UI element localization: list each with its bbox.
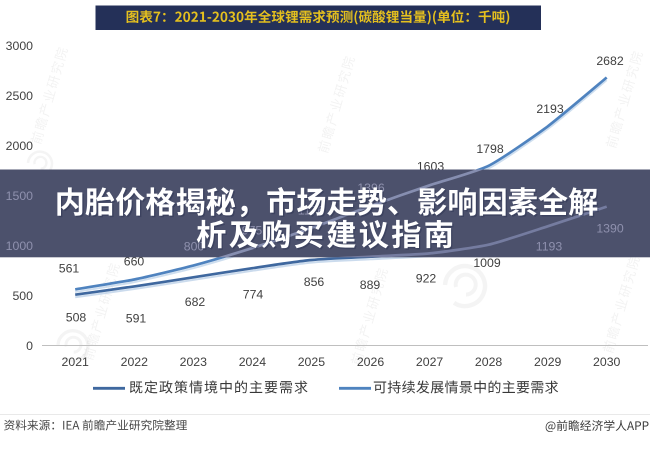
svg-text:2025: 2025 xyxy=(298,355,326,369)
svg-text:2500: 2500 xyxy=(6,89,34,103)
svg-text:500: 500 xyxy=(12,289,33,303)
svg-text:561: 561 xyxy=(59,261,80,275)
svg-text:2021: 2021 xyxy=(62,355,90,369)
svg-text:889: 889 xyxy=(360,278,381,292)
svg-text:682: 682 xyxy=(185,295,206,309)
svg-text:3000: 3000 xyxy=(6,39,34,53)
svg-text:2193: 2193 xyxy=(536,102,564,116)
svg-text:2024: 2024 xyxy=(239,355,267,369)
svg-text:2029: 2029 xyxy=(534,355,562,369)
svg-text:2030: 2030 xyxy=(593,355,621,369)
svg-text:0: 0 xyxy=(26,339,33,353)
svg-text:1798: 1798 xyxy=(476,142,504,156)
svg-text:2027: 2027 xyxy=(416,355,444,369)
svg-text:508: 508 xyxy=(66,310,87,324)
svg-text:2682: 2682 xyxy=(596,54,624,68)
svg-text:1500: 1500 xyxy=(6,189,34,203)
svg-text:774: 774 xyxy=(243,287,264,301)
svg-text:922: 922 xyxy=(416,271,437,285)
svg-text:2023: 2023 xyxy=(180,355,208,369)
svg-text:2028: 2028 xyxy=(475,355,503,369)
svg-text:1390: 1390 xyxy=(596,221,624,235)
svg-text:1009: 1009 xyxy=(473,256,501,270)
svg-text:2000: 2000 xyxy=(6,139,34,153)
svg-text:591: 591 xyxy=(126,311,147,325)
svg-text:2022: 2022 xyxy=(121,355,149,369)
svg-text:2026: 2026 xyxy=(357,355,385,369)
svg-text:1193: 1193 xyxy=(536,239,563,253)
svg-text:1000: 1000 xyxy=(6,239,34,253)
svg-text:856: 856 xyxy=(304,275,325,289)
svg-text:660: 660 xyxy=(124,254,145,268)
svg-text:800: 800 xyxy=(184,239,205,253)
